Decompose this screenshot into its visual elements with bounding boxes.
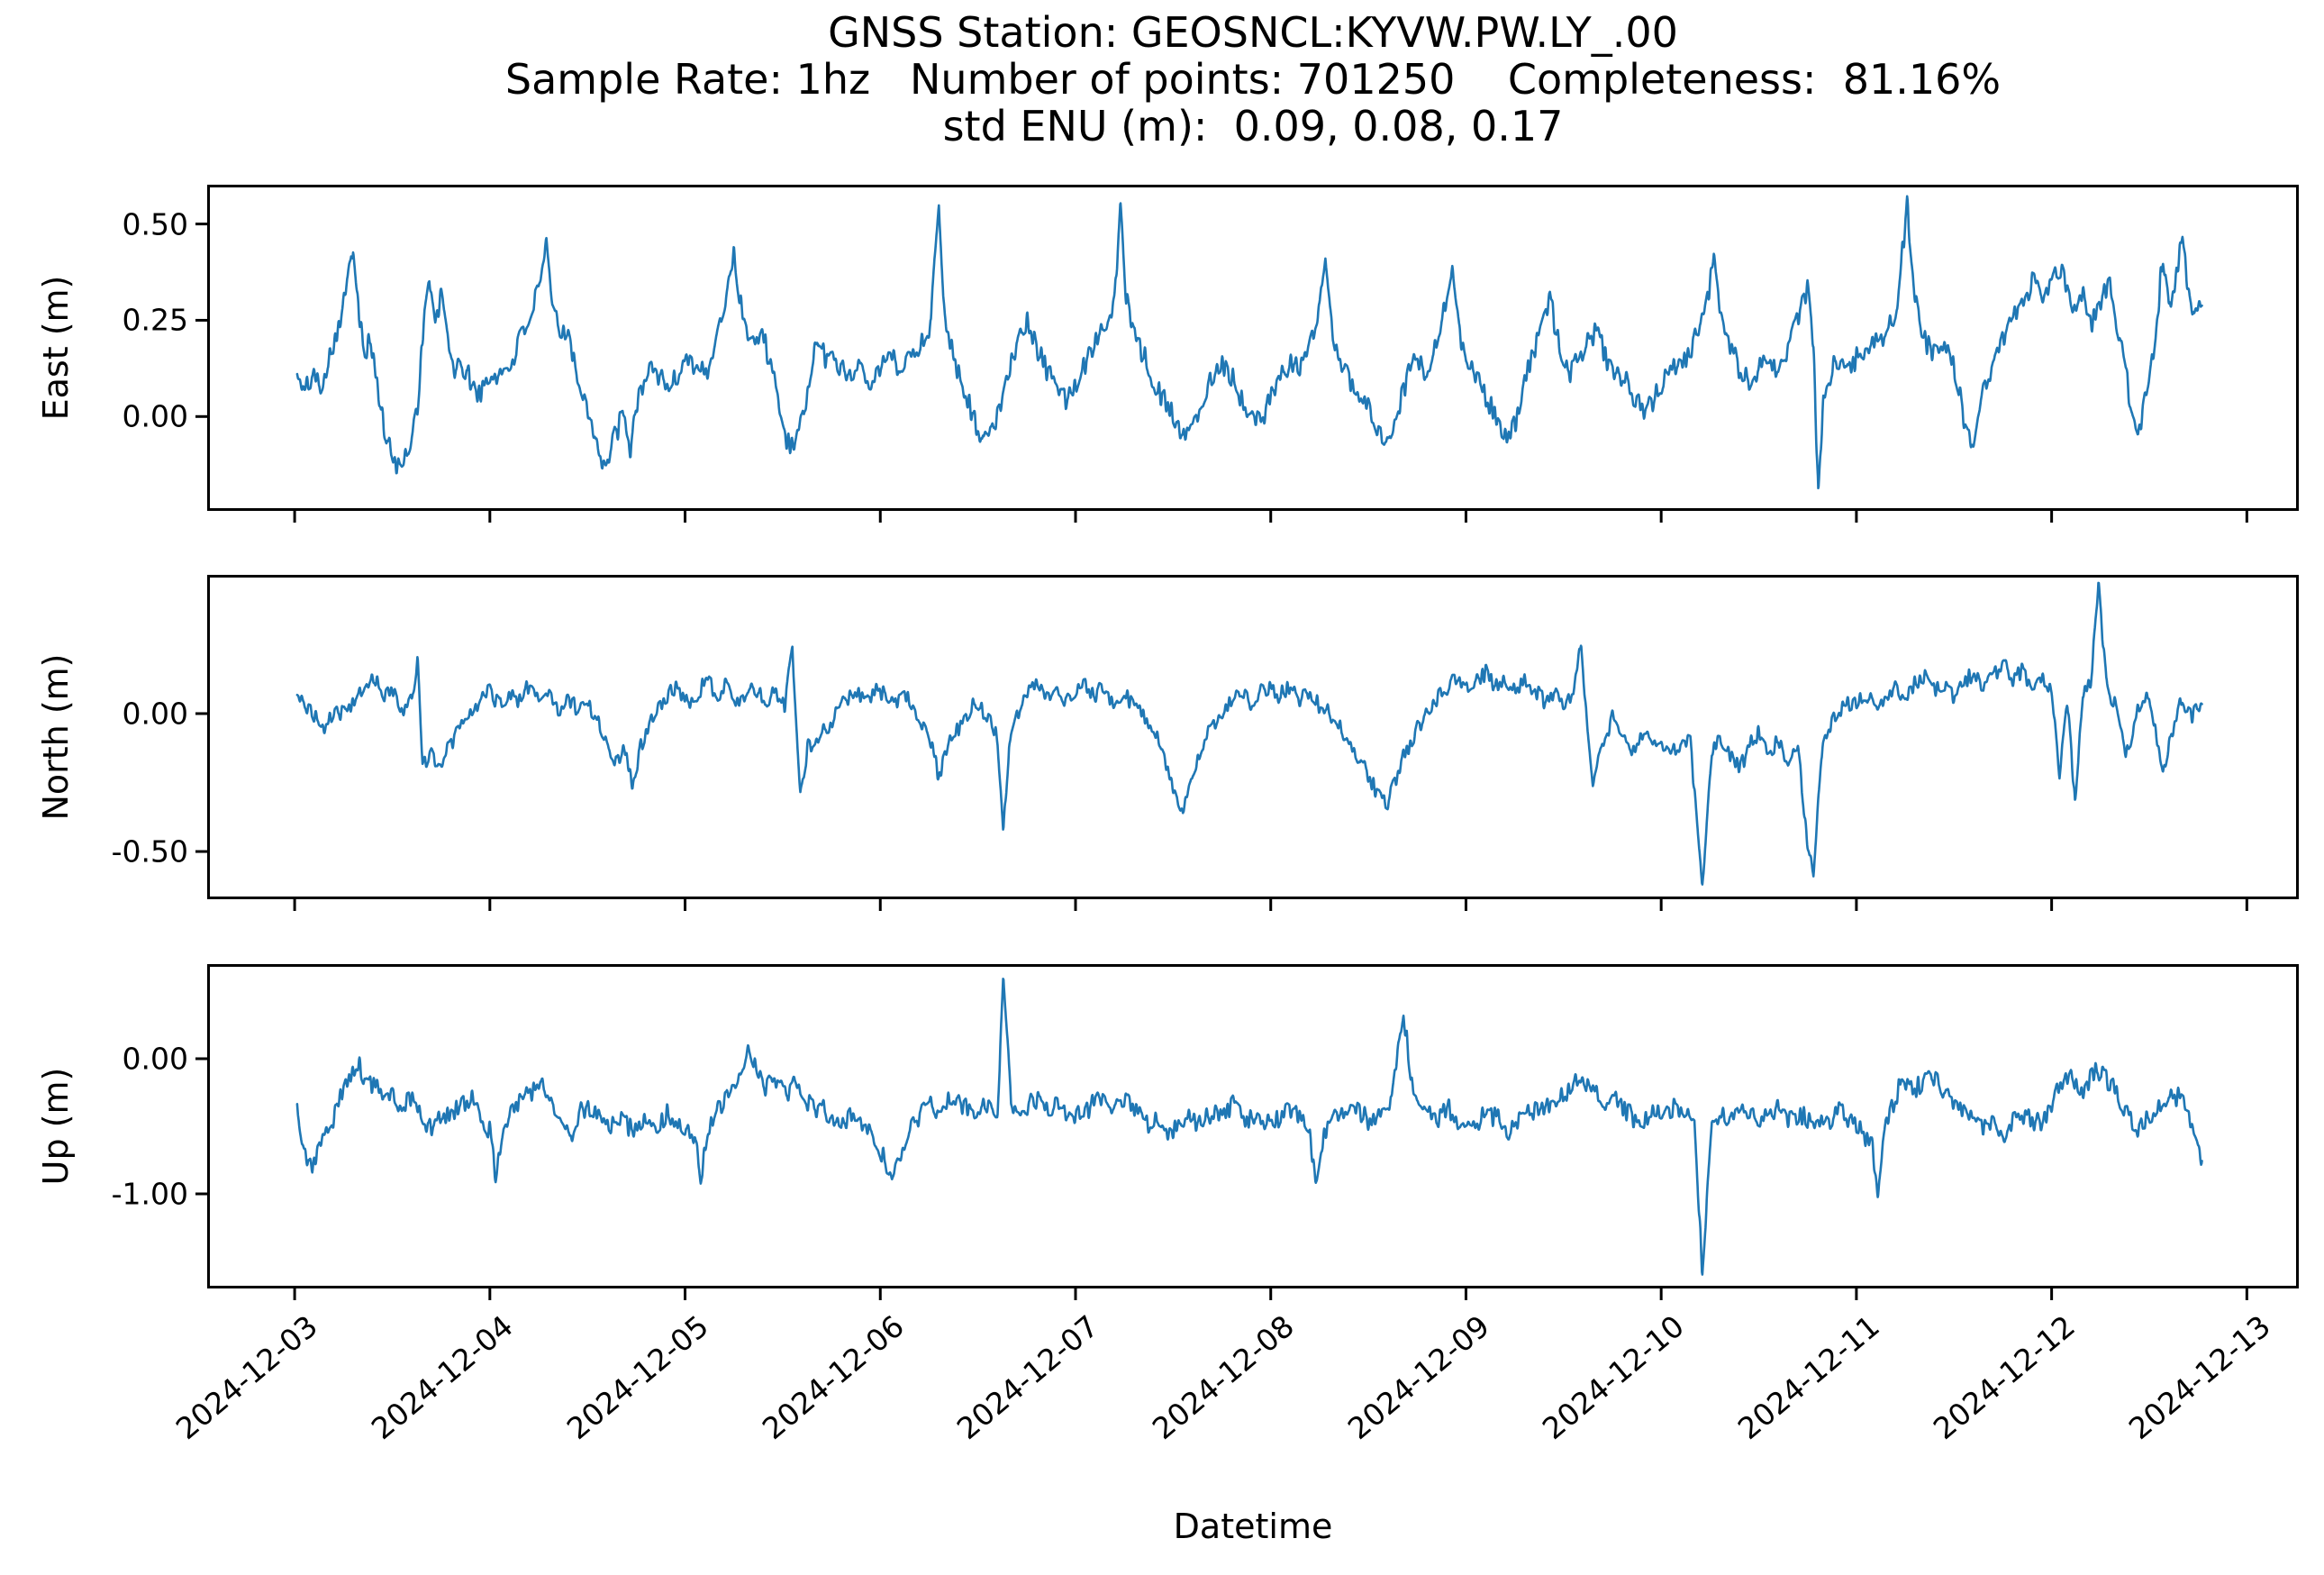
y-tick-label: 0.50 [122, 206, 188, 242]
x-tick-label: 2024-12-03 [169, 1308, 325, 1447]
y-tick-label: 0.00 [122, 696, 188, 732]
up-series-line [295, 977, 2203, 1276]
y-tick-label: 0.00 [122, 1041, 188, 1077]
north-plot-area [195, 575, 2299, 911]
y-tick-label: -1.00 [111, 1176, 188, 1212]
x-tick-label: 2024-12-12 [1926, 1308, 2082, 1447]
title-station: GNSS Station: GEOSNCL:KYVW.PW.LY_.00 [828, 8, 1678, 57]
east-plot-area [195, 185, 2299, 523]
title-stats: Sample Rate: 1hz Number of points: 70125… [504, 55, 2002, 104]
x-tick-label: 2024-12-11 [1730, 1308, 1886, 1447]
up-plot-area [195, 964, 2299, 1300]
y-tick-label: -0.50 [111, 833, 188, 869]
north-plot-frame [207, 575, 2299, 899]
datetime-axis-label: Datetime [1173, 1507, 1333, 1546]
x-tick-label: 2024-12-09 [1340, 1308, 1496, 1447]
up-plot-frame [207, 964, 2299, 1288]
north-series-line [295, 581, 2203, 886]
figure-title-block: GNSS Station: GEOSNCL:KYVW.PW.LY_.00 Sam… [207, 9, 2299, 150]
y-tick-label: 0.25 [122, 302, 188, 338]
x-tick-label: 2024-12-10 [1536, 1308, 1692, 1447]
x-tick-label: 2024-12-06 [755, 1308, 911, 1447]
title-std-enu: std ENU (m): 0.09, 0.08, 0.17 [942, 102, 1564, 150]
east-plot-frame [207, 185, 2299, 511]
up-axis-label: Up (m) [36, 1067, 76, 1186]
x-tick-label: 2024-12-08 [1145, 1308, 1301, 1447]
east-axis-label: East (m) [36, 275, 76, 421]
north-axis-label: North (m) [36, 653, 76, 821]
y-tick-label: 0.00 [122, 398, 188, 434]
x-tick-label: 2024-12-13 [2121, 1308, 2277, 1447]
east-series-line [295, 195, 2203, 490]
x-tick-label: 2024-12-05 [559, 1308, 715, 1447]
x-tick-label: 2024-12-04 [364, 1308, 520, 1447]
x-tick-label: 2024-12-07 [950, 1308, 1106, 1447]
